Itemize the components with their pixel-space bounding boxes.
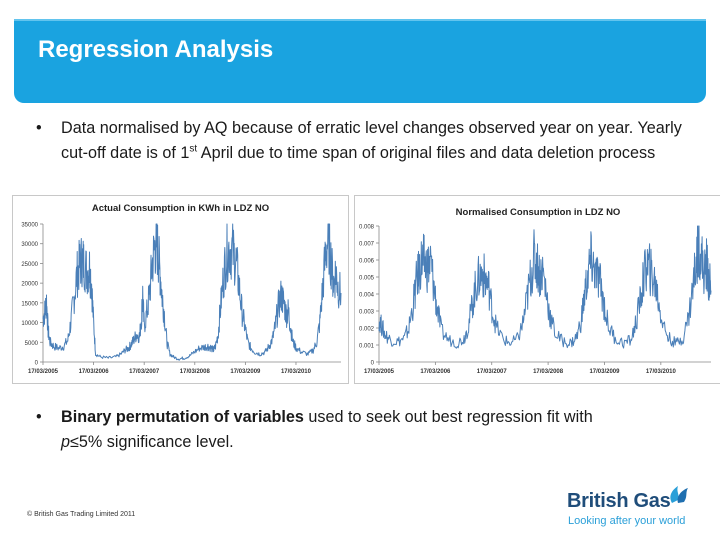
british-gas-logo: British Gas Looking after your world: [553, 482, 703, 532]
y-tick-label: 15000: [21, 301, 38, 307]
logo-wordmark: British Gas: [567, 490, 671, 512]
x-tick-label: 17/03/2008: [533, 369, 564, 375]
bullet-permutation: • Binary permutation of variables used t…: [36, 405, 696, 457]
y-tick-label: 30000: [21, 242, 38, 248]
y-tick-label: 0: [371, 361, 375, 367]
series-line: [378, 225, 712, 349]
y-tick-label: 25000: [21, 262, 38, 268]
x-tick-label: 17/03/2010: [281, 369, 312, 375]
logo-tagline: Looking after your world: [568, 515, 686, 527]
x-tick-label: 17/03/2006: [79, 369, 110, 375]
bullet-dot: •: [36, 408, 42, 426]
y-tick-label: 35000: [21, 223, 38, 229]
x-tick-label: 17/03/2006: [420, 369, 451, 375]
copyright-footer: © British Gas Trading Limited 2011: [27, 511, 136, 518]
y-tick-label: 0: [35, 361, 39, 367]
y-tick-label: 20000: [21, 282, 38, 288]
x-tick-label: 17/03/2007: [129, 369, 160, 375]
x-tick-label: 17/03/2010: [646, 369, 677, 375]
bullet-normalisation: • Data normalised by AQ because of errat…: [36, 116, 696, 192]
x-tick-label: 17/03/2005: [28, 369, 59, 375]
bullet-superscript: st: [189, 143, 198, 155]
y-tick-label: 0.004: [359, 293, 375, 299]
actual-consumption-svg: Actual Consumption in KWh in LDZ NO 0 5000…: [21, 203, 342, 375]
y-tick-label: 0.007: [359, 242, 375, 248]
y-tick-label: 0.002: [359, 327, 375, 333]
normalised-consumption-svg: Normalised Consumption in LDZ NO 0 0.001 0.…: [359, 207, 712, 375]
y-tick-label: 0.001: [359, 344, 375, 350]
bullet-bold-text: Binary permutation of variables: [61, 408, 304, 426]
bullet-text-line2: ≤5% significance level.: [70, 433, 234, 451]
bullet-text-part1: Data normalised by AQ because of erratic…: [61, 119, 682, 162]
x-tick-label: 17/03/2005: [364, 369, 395, 375]
chart-title: Normalised Consumption in LDZ NO: [456, 207, 621, 218]
y-tick-label: 10000: [21, 321, 38, 327]
title-banner: Regression Analysis: [14, 19, 706, 103]
y-tick-label: 0.006: [359, 259, 375, 265]
normalised-consumption-chart: Normalised Consumption in LDZ NO 0 0.001 0.…: [354, 195, 720, 384]
y-tick-label: 0.003: [359, 310, 375, 316]
bullet-dot: •: [36, 119, 42, 137]
chart-title: Actual Consumption in KWh in LDZ NO: [92, 203, 269, 214]
series-line: [42, 223, 342, 361]
bullet-italic-p: p: [61, 433, 71, 451]
bullet-text: Data normalised by AQ because of erratic…: [61, 116, 697, 166]
x-tick-label: 17/03/2008: [180, 369, 211, 375]
x-tick-label: 17/03/2007: [477, 369, 508, 375]
flame-icon: [670, 486, 688, 503]
y-tick-label: 5000: [25, 341, 39, 347]
bullet-text: Binary permutation of variables used to …: [61, 405, 691, 455]
bullet-text-line1: used to seek out best regression fit wit…: [303, 408, 593, 426]
slide-title: Regression Analysis: [38, 36, 274, 63]
actual-consumption-chart: Actual Consumption in KWh in LDZ NO 0 5000…: [12, 195, 349, 384]
y-tick-label: 0.008: [359, 225, 375, 231]
bullet-text-part2: April due to time span of original files…: [197, 144, 656, 162]
x-tick-label: 17/03/2009: [589, 369, 620, 375]
y-tick-label: 0.005: [359, 276, 375, 282]
x-tick-label: 17/03/2009: [230, 369, 261, 375]
